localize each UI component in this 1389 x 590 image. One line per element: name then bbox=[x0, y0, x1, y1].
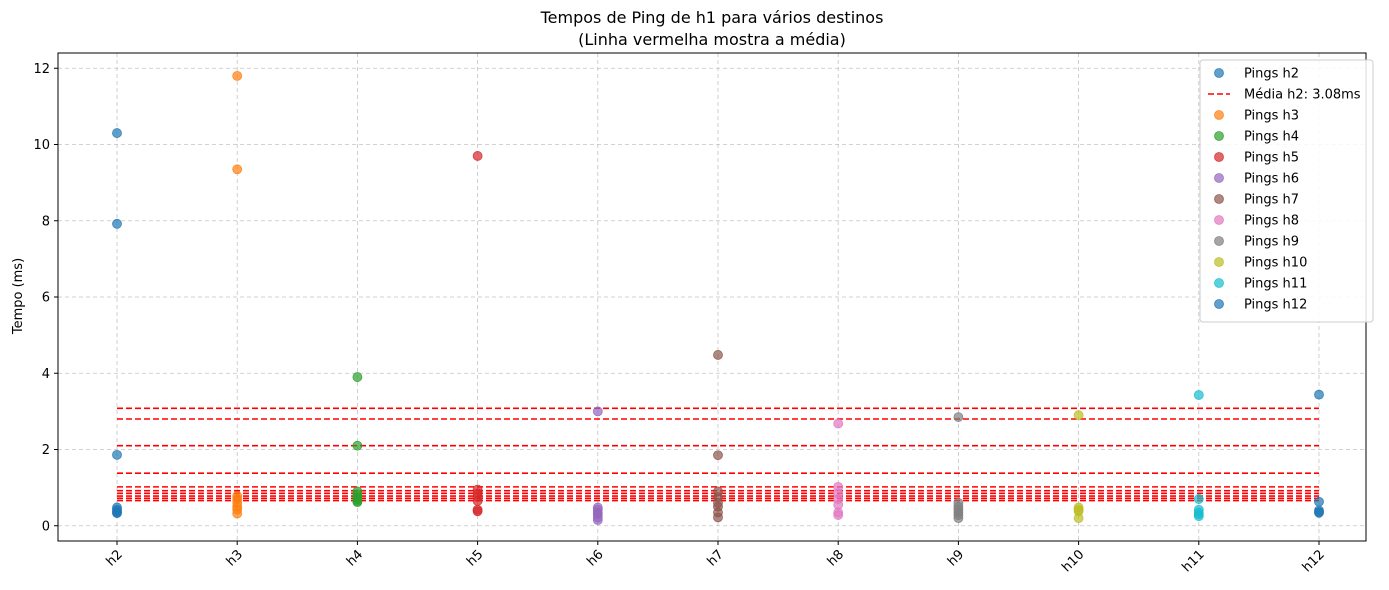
y-tick-label: 0 bbox=[42, 519, 50, 534]
legend-marker bbox=[1214, 131, 1224, 141]
data-point bbox=[592, 515, 603, 525]
data-point bbox=[833, 418, 844, 429]
y-tick-label: 12 bbox=[33, 62, 50, 77]
data-point bbox=[1193, 511, 1204, 522]
y-axis-ticks: 0 2 4 6 8 10 12 bbox=[33, 62, 58, 534]
data-point bbox=[472, 496, 483, 506]
x-tick-label: h6 bbox=[584, 547, 606, 569]
mean-lines bbox=[117, 407, 1319, 502]
legend-label: Pings h7 bbox=[1244, 193, 1299, 208]
y-tick-label: 4 bbox=[42, 367, 50, 382]
legend-marker bbox=[1214, 152, 1224, 162]
data-point bbox=[472, 151, 483, 161]
legend-marker bbox=[1214, 257, 1224, 267]
data-point bbox=[592, 406, 603, 417]
data-point bbox=[472, 506, 483, 517]
data-point bbox=[112, 449, 122, 460]
legend-label: Pings h9 bbox=[1244, 235, 1299, 250]
data-points bbox=[112, 70, 1324, 525]
y-tick-label: 8 bbox=[42, 214, 50, 229]
x-axis-ticks: h2 h3 h4 h5 h6 h7 h8 h9 h10 h11 h12 bbox=[104, 541, 1328, 575]
legend-label: Pings h6 bbox=[1244, 172, 1299, 187]
x-tick-label: h8 bbox=[825, 547, 847, 569]
legend: Pings h2 Média h2: 3.08ms Pings h3 Pings h4… bbox=[1199, 59, 1374, 323]
legend-marker bbox=[1214, 110, 1224, 120]
data-point bbox=[713, 350, 723, 360]
legend-label: Pings h5 bbox=[1244, 151, 1299, 166]
legend-marker bbox=[1214, 68, 1224, 78]
x-tick-label: h11 bbox=[1179, 547, 1207, 575]
legend-label: Pings h3 bbox=[1244, 109, 1299, 124]
data-point bbox=[1073, 410, 1084, 421]
data-point bbox=[112, 218, 122, 229]
y-axis-label: Tempo (ms) bbox=[11, 258, 26, 335]
data-point bbox=[953, 513, 964, 524]
legend-label: Pings h10 bbox=[1244, 256, 1307, 271]
data-point bbox=[352, 440, 363, 451]
data-point bbox=[232, 164, 243, 175]
legend-marker bbox=[1214, 278, 1224, 288]
legend-label: Pings h11 bbox=[1244, 277, 1307, 292]
legend-marker bbox=[1214, 236, 1224, 246]
data-point bbox=[713, 450, 723, 461]
data-point bbox=[1314, 496, 1324, 507]
legend-marker bbox=[1214, 173, 1224, 183]
data-point bbox=[1314, 507, 1324, 518]
data-point bbox=[112, 128, 122, 138]
y-tick-label: 10 bbox=[33, 138, 50, 153]
data-point bbox=[112, 508, 122, 519]
legend-marker bbox=[1214, 194, 1224, 204]
y-tick-label: 2 bbox=[42, 443, 50, 458]
data-point bbox=[1193, 494, 1204, 504]
data-point bbox=[713, 512, 723, 523]
x-tick-label: h7 bbox=[705, 547, 727, 569]
data-point bbox=[1193, 390, 1204, 400]
x-tick-label: h2 bbox=[104, 547, 126, 569]
legend-label: Média h2: 3.08ms bbox=[1244, 88, 1361, 103]
grid bbox=[58, 53, 1366, 541]
data-point bbox=[352, 497, 363, 508]
x-tick-label: h5 bbox=[464, 547, 486, 569]
legend-marker bbox=[1214, 299, 1224, 309]
chart-subtitle: (Linha vermelha mostra a média) bbox=[578, 30, 846, 49]
legend-label: Pings h8 bbox=[1244, 214, 1299, 229]
data-point bbox=[953, 412, 964, 422]
y-tick-label: 6 bbox=[42, 291, 50, 306]
data-point bbox=[1314, 389, 1324, 400]
legend-box bbox=[1199, 59, 1374, 323]
data-point bbox=[232, 70, 243, 81]
data-point bbox=[352, 372, 363, 382]
x-tick-label: h4 bbox=[344, 547, 366, 569]
legend-label: Pings h2 bbox=[1244, 67, 1299, 82]
x-tick-label: h3 bbox=[224, 547, 246, 569]
data-point bbox=[833, 510, 844, 520]
data-point bbox=[232, 508, 243, 519]
x-tick-label: h12 bbox=[1300, 547, 1328, 575]
chart-title: Tempos de Ping de h1 para vários destino… bbox=[540, 8, 884, 27]
data-point bbox=[1073, 513, 1084, 524]
legend-marker bbox=[1214, 215, 1224, 225]
legend-label: Pings h12 bbox=[1244, 298, 1307, 313]
x-tick-label: h10 bbox=[1059, 547, 1087, 575]
x-tick-label: h9 bbox=[945, 547, 967, 569]
legend-label: Pings h4 bbox=[1244, 130, 1299, 145]
